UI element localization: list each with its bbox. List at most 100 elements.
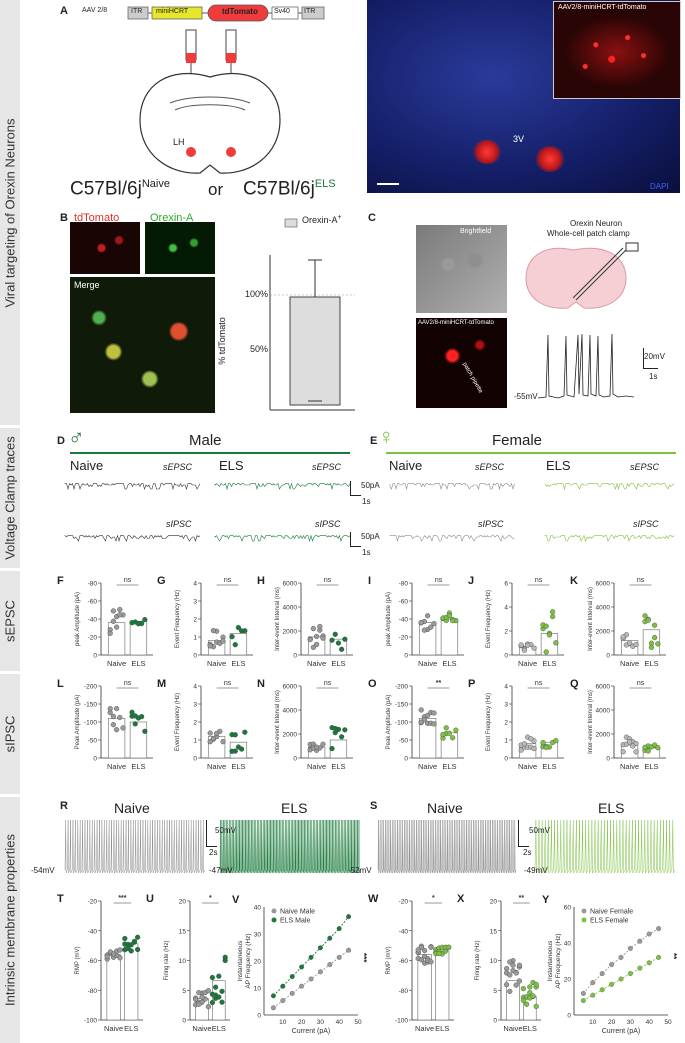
plot-Y-ytick: 20 [564,977,572,984]
plot-L-tick: 0 [93,756,97,763]
plot-L-sig: ns [124,680,132,687]
voltage-clamp-traces [64,482,675,543]
plot-W: W -20 -40 -60 -80 -100 RMP (mV) Naive ELS * [368,893,458,1038]
plot-F-point [117,612,123,618]
red-cluster-left [472,140,502,164]
plot-T-bar [124,943,139,1021]
vc-trace [64,534,201,543]
plot-O-point [431,710,437,716]
plot-F-tick: -20 [88,635,98,642]
plot-M-tick: 1 [193,738,197,745]
plot-H-sig: ns [324,577,332,584]
plot-T-tick: -60 [88,958,98,965]
plot-F-xlabel: Naive [107,659,126,668]
plot-M-point [239,746,245,752]
plot-G-point [235,625,242,631]
plot-W-bar [435,950,450,1021]
plot-F-point [110,608,117,614]
plot-I-tick: -40 [399,617,409,624]
plot-U-letter: U [146,893,154,905]
label-dapi: DAPI [650,182,669,191]
plot-X-point [510,962,516,968]
plot-O-letter: O [368,678,377,690]
scale-bar [377,183,399,185]
plot-N-sig: ns [324,680,332,687]
plot-Q-xlabel: Naive [620,762,639,771]
plot-L-point [107,706,113,712]
plot-Y-letter: Y [542,894,550,906]
plot-J-point [550,613,556,620]
patch-vm: -55mV [514,392,538,401]
plot-P-point [521,741,528,747]
vc-sb1: 50pA [361,481,380,490]
plot-F-point [139,620,145,627]
brightfield-image [416,225,507,313]
plot-Y-point [656,926,662,932]
plot-X-point [533,1003,539,1009]
plot-H-point [310,644,317,650]
plot-G-svg: 4 3 2 1 0 Event Frequency (Hz) Naive ELS ns [175,577,253,668]
r-naive-label: Naive [114,800,150,816]
plot-J-point [550,609,556,615]
plot-V-point [270,993,276,999]
construct-itr1: ITR [131,8,143,15]
plot-P-tick: 3 [504,702,508,709]
plot-X-point [527,990,533,996]
plot-F-point [107,630,113,636]
plot-Y-point [646,960,652,966]
plot-P-tick: 0 [504,756,508,763]
plot-U-point [192,996,199,1002]
plot-X-tick: 15 [490,928,498,935]
plot-Q-point [626,739,633,745]
plot-W-point [421,947,428,954]
construct-diagram [127,4,325,22]
s-v1: -52mV [348,866,372,875]
chart-y: Y 60 40 20 0 10 20 30 40 50 Current (pA) Instantane… [542,894,678,1035]
plot-H-tick: 0 [293,653,297,660]
female-naive-sepsc: sEPSC [475,462,505,472]
panel-r-letter: R [60,800,68,812]
plot-U-tick: 0 [182,1018,186,1025]
s-sb-mv: 50mV [529,826,550,835]
female-els-sepsc: sEPSC [630,462,660,472]
plot-Y-xtick: 20 [608,1019,616,1026]
plot-U-point [205,988,212,994]
plot-V-ytick: 10 [254,986,262,993]
plot-Y-legend: ELS Female [590,918,629,925]
plot-K-xlabel: Naive [620,659,639,668]
plot-V-xtick: 10 [279,1019,287,1026]
plot-L-svg: -200 -150 -100 -50 0 Peak Amplitude (pA) Naive… [75,680,153,771]
plot-X-tick: 20 [490,899,498,906]
plot-N-point [339,734,345,740]
orexin-legend: Orexin-A+ [302,214,342,225]
plot-Q-point [620,749,626,755]
plot-L-point [113,727,120,733]
plot-W-point [418,957,425,963]
plot-O-bar [418,718,437,759]
plot-M-tick: 0 [193,756,197,763]
plot-H-point [339,646,345,652]
plot-U-point [209,974,216,981]
plot-L-point [110,713,117,720]
plot-J-letter: J [468,575,475,587]
male-naive-sipsc: sIPSC [166,519,192,529]
plot-V-xtick: 50 [354,1019,362,1026]
plot-F-tick: 0 [93,653,97,660]
plot-Y-sig: ** [669,953,678,960]
plot-Y-point [580,998,586,1004]
plot-K-svg: 6000 4000 2000 0 Inter-event Interval (ms) Na… [588,577,666,668]
plot-X-point [516,962,523,968]
plot-O-point [424,712,431,719]
plot-J-svg: 6 4 2 0 Event Frequency (Hz) Naive ELS ns [486,577,564,668]
plot-L-xlabel: ELS [131,762,145,771]
panel-c-letter: C [368,212,376,224]
plot-V-point [308,954,314,960]
plot-G-tick: 0 [193,653,197,660]
chart-v: V 40 30 20 10 0 10 20 30 40 50 Current (pA) Instanta… [232,894,368,1035]
vc-sb2s: 1s [362,548,371,557]
plot-Q: Q 6000 4000 2000 0 Inter-event Interval (ms) N… [570,678,670,776]
plot-H-point [313,633,320,640]
panel-e-letter: E [370,435,378,447]
plot-W-ylabel: RMP (mV) [386,947,392,975]
plot-Q-tick: 0 [606,756,610,763]
